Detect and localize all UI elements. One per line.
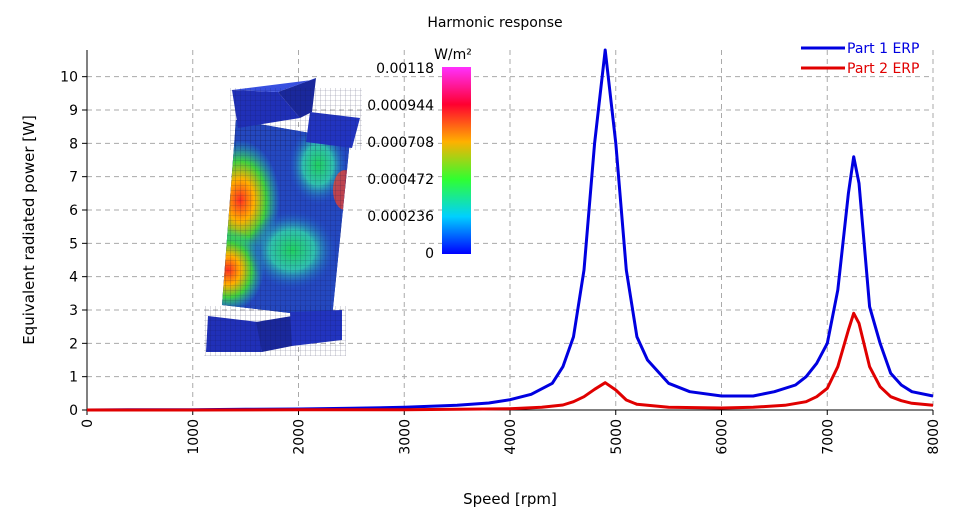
fe-model-image [204,78,362,356]
x-axis-label: Speed [rpm] [463,490,557,508]
x-tick-label: 6000 [715,419,731,455]
x-tick-label: 0 [80,419,96,428]
colorbar-gradient [442,67,471,254]
x-tick-label: 4000 [503,419,519,455]
colorbar: W/m² 0.001180.0009440.0007080.0004720.00… [367,47,472,262]
x-tick-label: 7000 [820,419,836,455]
y-tick-label: 0 [69,403,78,419]
series-line-1 [86,48,934,412]
x-tick-label: 3000 [397,419,413,455]
y-ticks: 0 1 2 3 4 5 6 7 8 9 10 [60,70,87,419]
colorbar-tick-label: 0.00118 [376,61,434,77]
x-tick-label: 1000 [186,419,202,455]
colorbar-unit: W/m² [434,47,472,63]
legend-label-2: Part 2 ERP [847,61,919,77]
y-tick-label: 7 [69,170,78,186]
colorbar-tick-label: 0.000944 [367,98,434,114]
y-tick-label: 6 [69,203,78,219]
legend-label-1: Part 1 ERP [847,41,919,57]
y-axis-label: Equivalent radiated power [W] [20,115,38,345]
series-lines [86,48,934,412]
colorbar-tick-label: 0.000472 [367,172,434,188]
colorbar-tick-label: 0 [425,246,434,262]
x-ticks: 0 1000 2000 3000 4000 5000 6000 7000 8000 [80,410,942,455]
y-tick-label: 2 [69,336,78,352]
x-tick-label: 5000 [609,419,625,455]
colorbar-labels: 0.00118 0.000944 0.000708 0.000472 0.000236 0 [367,61,434,262]
y-tick-label: 8 [69,136,78,152]
series-line-2 [87,311,934,412]
chart-title: Harmonic response [427,15,562,31]
y-tick-label: 10 [60,70,78,86]
y-tick-label: 4 [69,270,78,286]
x-tick-label: 8000 [926,419,942,455]
y-tick-label: 5 [69,236,78,252]
colorbar-tick-label: 0.000236 [367,209,434,225]
y-tick-label: 9 [69,103,78,119]
x-tick-label: 2000 [292,419,308,455]
y-tick-label: 1 [69,370,78,386]
y-tick-label: 3 [69,303,78,319]
colorbar-tick-label: 0.000708 [367,135,434,151]
grid [87,50,934,410]
legend: Part 1 ERP Part 2 ERP [801,41,919,77]
